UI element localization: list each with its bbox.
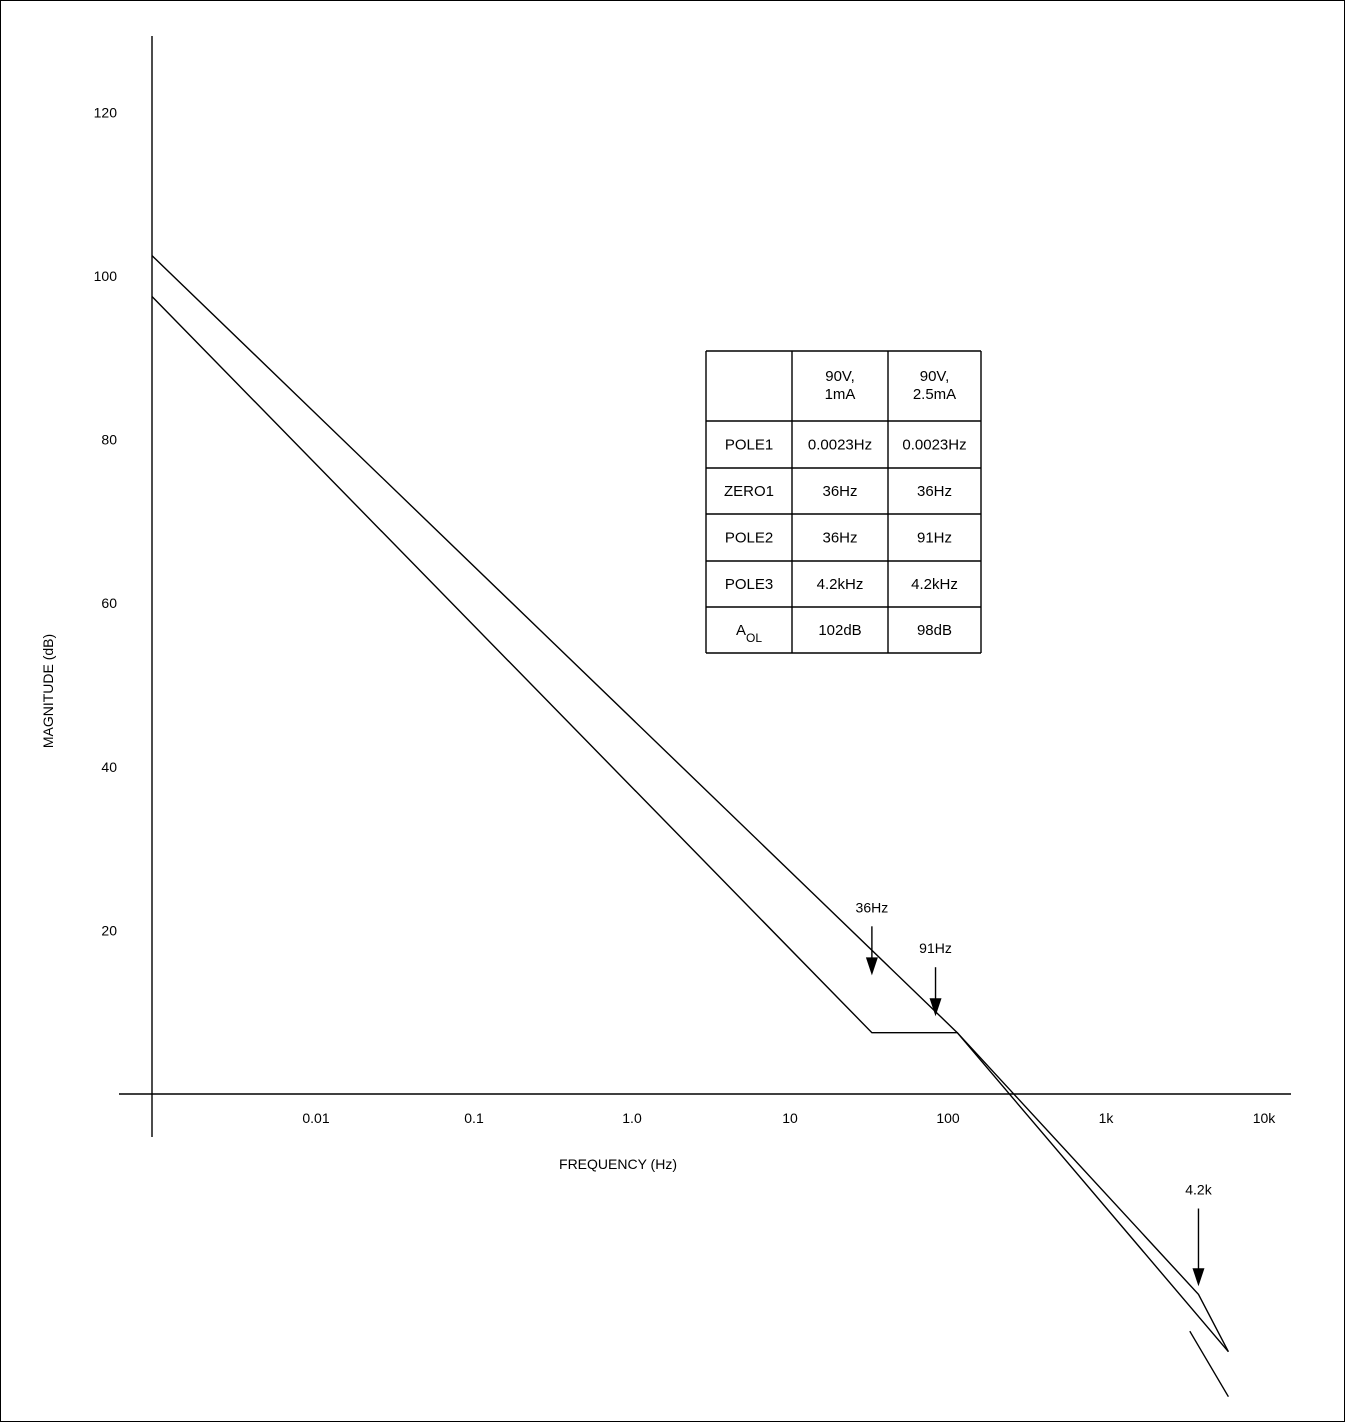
annotation-label: 36Hz	[856, 899, 889, 915]
annotation-label: 91Hz	[919, 940, 952, 956]
table-row-label: POLE1	[725, 437, 773, 454]
annotations: 36Hz 91Hz 4.2k	[856, 899, 1213, 1287]
x-tick-label: 10k	[1253, 1110, 1277, 1126]
pole-zero-table: 90V, 1mA 90V, 2.5mA POLE1 0.0023Hz 0.0023Hz ZER…	[705, 350, 982, 654]
y-axis-label: MAGNITUDE (dB)	[40, 634, 56, 748]
table-header-cell: 90V, 1mA	[825, 368, 856, 403]
annotation-arrowhead	[1192, 1268, 1205, 1287]
table-cell: 4.2kHz	[817, 576, 864, 593]
x-tick-label: 0.1	[464, 1110, 484, 1126]
annotation-arrowhead	[929, 998, 942, 1017]
x-axis-label: FREQUENCY (Hz)	[559, 1156, 677, 1172]
table-cell: 36Hz	[822, 483, 857, 500]
annotation-label: 4.2k	[1185, 1182, 1212, 1198]
series-line-lower	[151, 296, 1229, 1353]
table-row-label: AOL	[736, 622, 762, 645]
table-cell: 36Hz	[917, 483, 952, 500]
table-row-label: POLE2	[725, 530, 773, 547]
table-header-cell: 90V, 2.5mA	[913, 368, 956, 403]
y-tick-label: 20	[101, 922, 117, 938]
x-tick-label: 0.01	[302, 1110, 329, 1126]
series-group	[151, 255, 1230, 1398]
x-tick-label: 100	[936, 1110, 960, 1126]
table-cell: 0.0023Hz	[808, 437, 872, 454]
table-cell: 0.0023Hz	[902, 437, 966, 454]
table-cell: 102dB	[818, 622, 861, 639]
y-tick-label: 80	[101, 432, 117, 448]
y-tick-label: 40	[101, 759, 117, 775]
table-cell: 98dB	[917, 622, 952, 639]
table-cell: 91Hz	[917, 530, 952, 547]
axes: 20 40 60 80 100 120 0.01 0.1 1.0 10 100 1k 10k	[94, 36, 1291, 1137]
x-tick-label: 1.0	[622, 1110, 642, 1126]
table-row-label: ZERO1	[724, 483, 774, 500]
y-tick-label: 100	[94, 268, 118, 284]
series-line-upper	[151, 255, 1230, 1353]
series-line-lower-tail	[1189, 1330, 1230, 1398]
x-tick-label: 1k	[1099, 1110, 1115, 1126]
table-row-label: POLE3	[725, 576, 773, 593]
table-cell: 4.2kHz	[911, 576, 958, 593]
y-tick-label: 60	[101, 595, 117, 611]
table-cell: 36Hz	[822, 530, 857, 547]
y-tick-label: 120	[94, 104, 118, 120]
annotation-arrowhead	[865, 957, 878, 976]
x-tick-label: 10	[782, 1110, 798, 1126]
